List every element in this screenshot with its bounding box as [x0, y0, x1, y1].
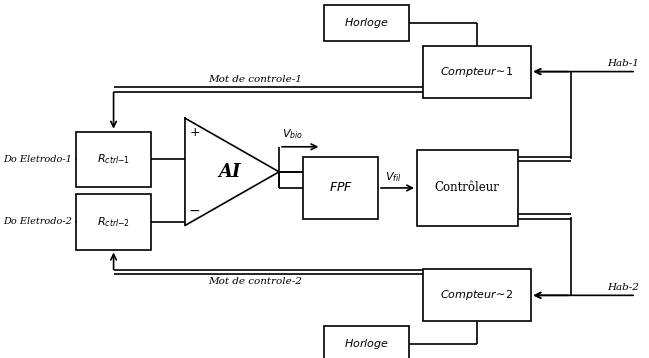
FancyBboxPatch shape — [324, 5, 409, 41]
Text: Do Eletrodo-1: Do Eletrodo-1 — [3, 155, 72, 164]
Text: $Compteur\!\sim\!2$: $Compteur\!\sim\!2$ — [441, 288, 513, 303]
FancyBboxPatch shape — [417, 150, 518, 226]
Polygon shape — [185, 118, 279, 226]
Text: Mot de controle-2: Mot de controle-2 — [208, 277, 302, 286]
FancyBboxPatch shape — [304, 157, 378, 219]
Text: Do Eletrodo-2: Do Eletrodo-2 — [3, 217, 72, 227]
Text: $V_{fil}$: $V_{fil}$ — [384, 170, 401, 184]
FancyBboxPatch shape — [423, 45, 531, 97]
Text: Hab-2: Hab-2 — [607, 283, 639, 292]
Text: $V_{bio}$: $V_{bio}$ — [282, 127, 304, 141]
Text: $Horloge$: $Horloge$ — [344, 337, 389, 351]
Text: +: + — [190, 126, 200, 139]
FancyBboxPatch shape — [77, 194, 151, 250]
Text: $R_{ctrl\mathit{-}2}$: $R_{ctrl\mathit{-}2}$ — [97, 215, 130, 229]
Text: AI: AI — [218, 163, 241, 181]
Text: −: − — [189, 204, 201, 218]
FancyBboxPatch shape — [423, 269, 531, 321]
FancyBboxPatch shape — [324, 326, 409, 358]
Text: Contrôleur: Contrôleur — [435, 182, 500, 194]
Text: Mot de controle-1: Mot de controle-1 — [208, 75, 302, 84]
FancyBboxPatch shape — [77, 131, 151, 187]
Text: Hab-1: Hab-1 — [607, 59, 639, 68]
Text: $Horloge$: $Horloge$ — [344, 16, 389, 30]
Text: $R_{ctrl\mathit{-}1}$: $R_{ctrl\mathit{-}1}$ — [97, 153, 130, 166]
Text: $Compteur\!\sim\!1$: $Compteur\!\sim\!1$ — [441, 64, 513, 79]
Text: $FPF$: $FPF$ — [328, 182, 353, 194]
